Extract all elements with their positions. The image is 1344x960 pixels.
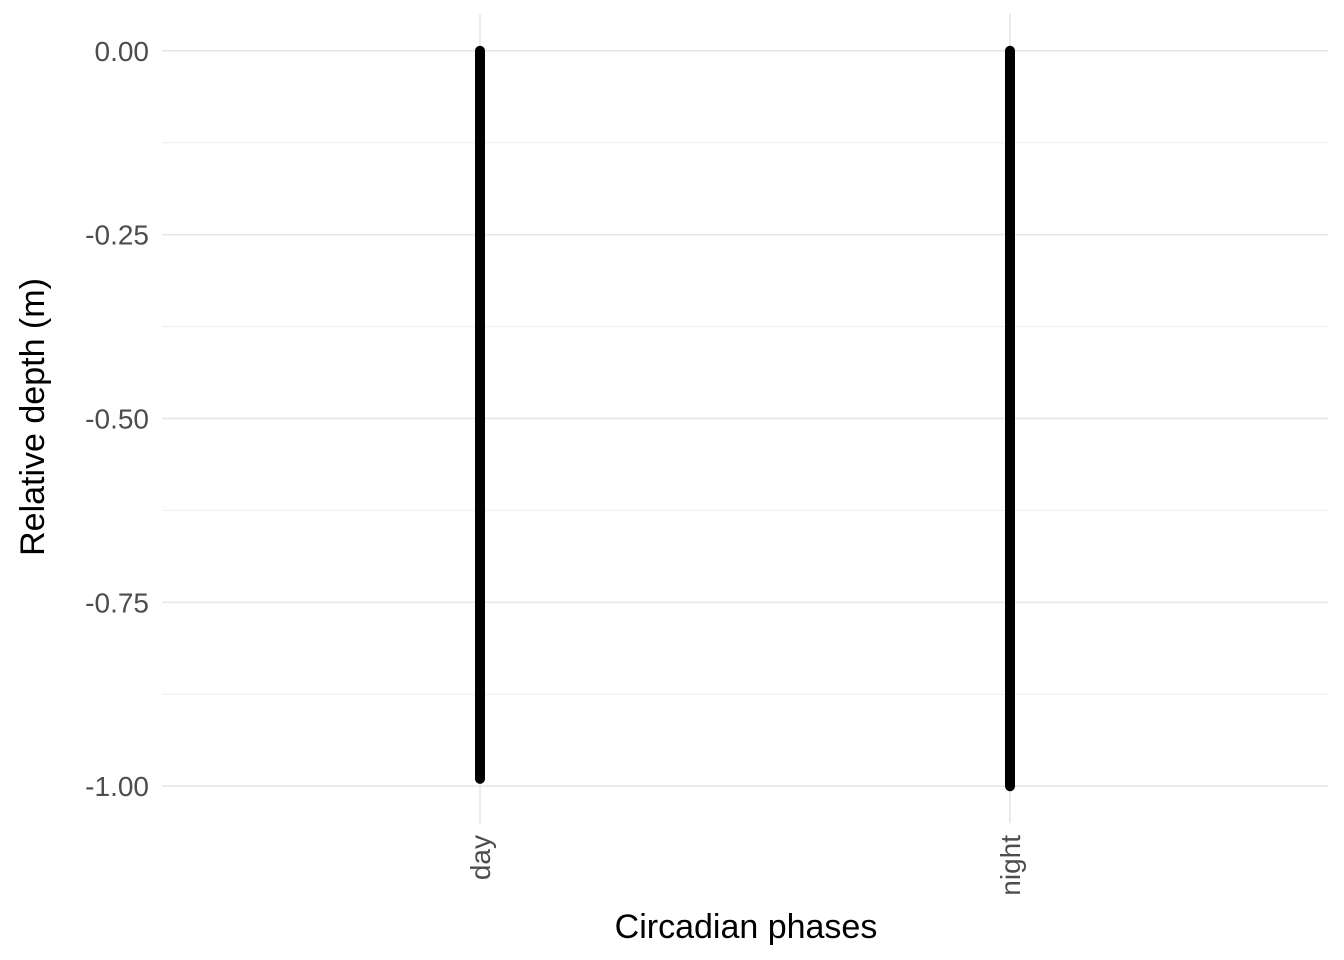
- y-tick-label: -1.00: [85, 771, 149, 802]
- x-tick-label: day: [465, 835, 496, 880]
- y-tick-label: -0.25: [85, 220, 149, 251]
- y-tick-label: -0.75: [85, 587, 149, 618]
- tick-layer: 0.00 -0.25 -0.50 -0.75 -1.00 day night: [85, 36, 1026, 896]
- data-layer: [475, 45, 1015, 792]
- x-axis-title: Circadian phases: [615, 908, 878, 946]
- y-tick-label: 0.00: [95, 36, 150, 67]
- y-tick-label: -0.50: [85, 404, 149, 435]
- y-axis-title: Relative depth (m): [14, 278, 52, 556]
- grid-layer: [162, 14, 1328, 823]
- x-tick-label: night: [995, 835, 1026, 896]
